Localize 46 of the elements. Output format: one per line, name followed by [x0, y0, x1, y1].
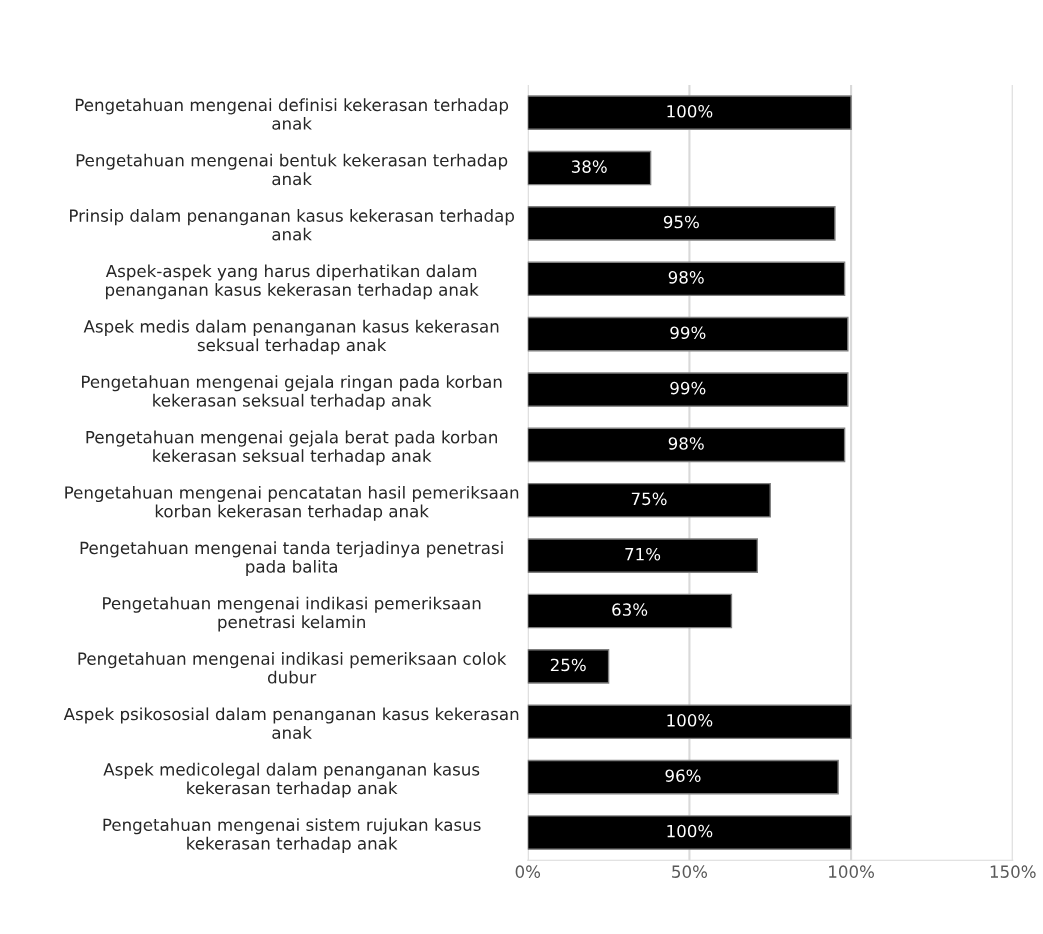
bar	[527, 538, 759, 573]
bar	[527, 649, 610, 684]
data-label: 95%	[663, 215, 699, 229]
data-label: 98%	[668, 437, 704, 450]
y-tick-label: Pengetahuan mengenai pencatatan hasil pemeriksaan korban kekerasan terhadap anak	[65, 485, 519, 521]
y-tick-label: Pengetahuan mengenai definisi kekerasan terhadap anak	[75, 98, 509, 130]
x-tick-label: 0%	[515, 865, 541, 878]
x-tick-label: 150%	[990, 865, 1036, 878]
data-label: 38%	[571, 160, 607, 173]
y-tick-label: Aspek medicolegal dalam penanganan kasus kekerasan terhadap anak	[103, 762, 480, 798]
data-label: 98%	[668, 271, 704, 284]
bar	[527, 95, 852, 130]
y-tick-label: Pengetahuan mengenai indikasi pemeriksaan colok dubur	[78, 652, 507, 684]
bar	[527, 593, 733, 629]
x-tick-label: 50%	[672, 865, 708, 878]
data-label: 100%	[667, 714, 713, 727]
y-tick-label: Aspek psikososial dalam penanganan kasus kekerasan anak	[63, 707, 519, 739]
y-tick-label: Aspek-aspek yang harus diperhatikan dalam penanganan kasus kekerasan terhadap anak	[105, 264, 479, 300]
data-label: 75%	[631, 492, 667, 506]
bar	[527, 150, 652, 186]
bar	[527, 206, 836, 241]
y-tick-label: Pengetahuan mengenai indikasi pemeriksaan penetrasi kelamin	[103, 596, 481, 632]
y-tick-label: Prinsip dalam penanganan kasus kekerasan terhadap anak	[70, 209, 514, 241]
bar	[527, 427, 846, 463]
data-label: 71%	[625, 547, 661, 561]
data-label: 99%	[670, 381, 706, 395]
y-tick-label: Pengetahuan mengenai bentuk kekerasan terhadap anak	[76, 153, 508, 186]
y-tick-label: Pengetahuan mengenai sistem rujukan kasus kekerasan terhadap anak	[103, 818, 481, 853]
bar	[527, 261, 846, 297]
bar	[527, 316, 849, 352]
y-tick-label: Pengetahuan mengenai gejala berat pada korban kekerasan seksual terhadap anak	[86, 430, 497, 466]
data-label: 25%	[550, 658, 586, 672]
data-label: 100%	[667, 824, 713, 838]
bar	[527, 815, 852, 850]
y-tick-label: Pengetahuan mengenai tanda terjadinya penetrasi pada balita	[80, 541, 503, 577]
bar	[527, 372, 849, 407]
bar	[527, 482, 771, 518]
bar	[527, 759, 839, 795]
y-tick-label: Aspek medis dalam penanganan kasus kekerasan seksual terhadap anak	[83, 319, 499, 355]
bar	[527, 704, 852, 740]
data-label: 99%	[670, 326, 706, 340]
data-label: 100%	[667, 104, 713, 118]
y-tick-label: Pengetahuan mengenai gejala ringan pada korban kekerasan seksual terhadap anak	[82, 375, 502, 410]
data-label: 96%	[665, 769, 701, 782]
x-tick-label: 100%	[829, 865, 874, 878]
data-label: 63%	[612, 603, 648, 616]
